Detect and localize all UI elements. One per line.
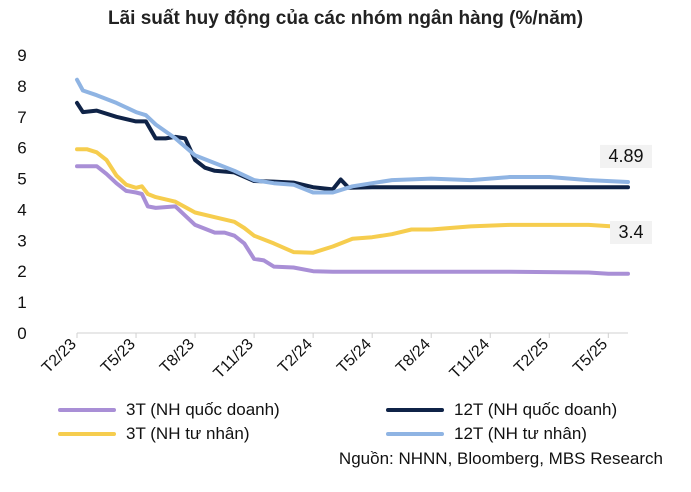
legend-swatch [386, 432, 444, 436]
x-tick-label: T8/23 [157, 336, 198, 377]
y-tick-label: 6 [17, 139, 26, 158]
legend-item-3t-tu-nhan: 3T (NH tư nhân) [58, 424, 250, 444]
legend-swatch [386, 408, 444, 412]
series-line-2 [75, 147, 630, 255]
y-tick-label: 3 [17, 231, 26, 250]
legend-swatch [58, 432, 116, 436]
data-label: 4.89 [608, 146, 643, 166]
data-label: 3.4 [618, 222, 643, 242]
x-tick-label: T11/23 [211, 336, 257, 382]
series-line-0 [75, 164, 630, 276]
legend-label: 3T (NH tư nhân) [126, 424, 250, 443]
legend-item-12t-quoc-doanh: 12T (NH quốc doanh) [386, 400, 617, 420]
x-tick-label: T8/24 [393, 336, 434, 377]
y-axis-ticks: 0 1 2 3 4 5 6 7 8 9 [17, 46, 26, 343]
y-tick-label: 4 [17, 200, 26, 219]
legend-label: 12T (NH quốc doanh) [454, 400, 618, 419]
x-tick-label: T2/24 [275, 336, 316, 377]
y-tick-label: 1 [17, 293, 26, 312]
y-tick-label: 2 [17, 262, 26, 281]
x-tick-label: T5/25 [570, 336, 611, 377]
data-label-bg [610, 220, 652, 244]
y-tick-label: 7 [17, 108, 26, 127]
x-axis-ticks: T2/23 T5/23 T8/23 T11/23 T2/24 T5/24 T8/24 T11/… [39, 333, 611, 382]
series-lines [75, 77, 630, 276]
data-label-bg [600, 144, 652, 168]
legend-item-12t-tu-nhan: 12T (NH tư nhân) [386, 424, 587, 444]
x-tick-label: T5/24 [334, 336, 375, 377]
annotations: 4.89 3.4 [600, 144, 652, 244]
y-tick-label: 9 [17, 46, 26, 65]
y-tick-label: 8 [17, 77, 26, 96]
chart-title: Lãi suất huy động của các nhóm ngân hàng… [107, 8, 584, 29]
legend-item-3t-quoc-doanh: 3T (NH quốc doanh) [58, 400, 280, 420]
legend-label: 3T (NH quốc doanh) [126, 400, 280, 419]
y-tick-label: 5 [17, 170, 26, 189]
x-tick-label: T11/24 [447, 336, 493, 382]
x-tick-label: T2/25 [511, 336, 552, 377]
series-line-1 [75, 100, 630, 192]
legend-label: 12T (NH tư nhân) [454, 424, 587, 443]
source-note: Nguồn: NHNN, Bloomberg, MBS Research [338, 449, 663, 468]
x-tick-label: T2/23 [39, 336, 80, 377]
series-line-3 [75, 77, 630, 195]
legend-swatch [58, 408, 116, 412]
x-tick-label: T5/23 [98, 336, 139, 377]
y-tick-label: 0 [17, 324, 26, 343]
